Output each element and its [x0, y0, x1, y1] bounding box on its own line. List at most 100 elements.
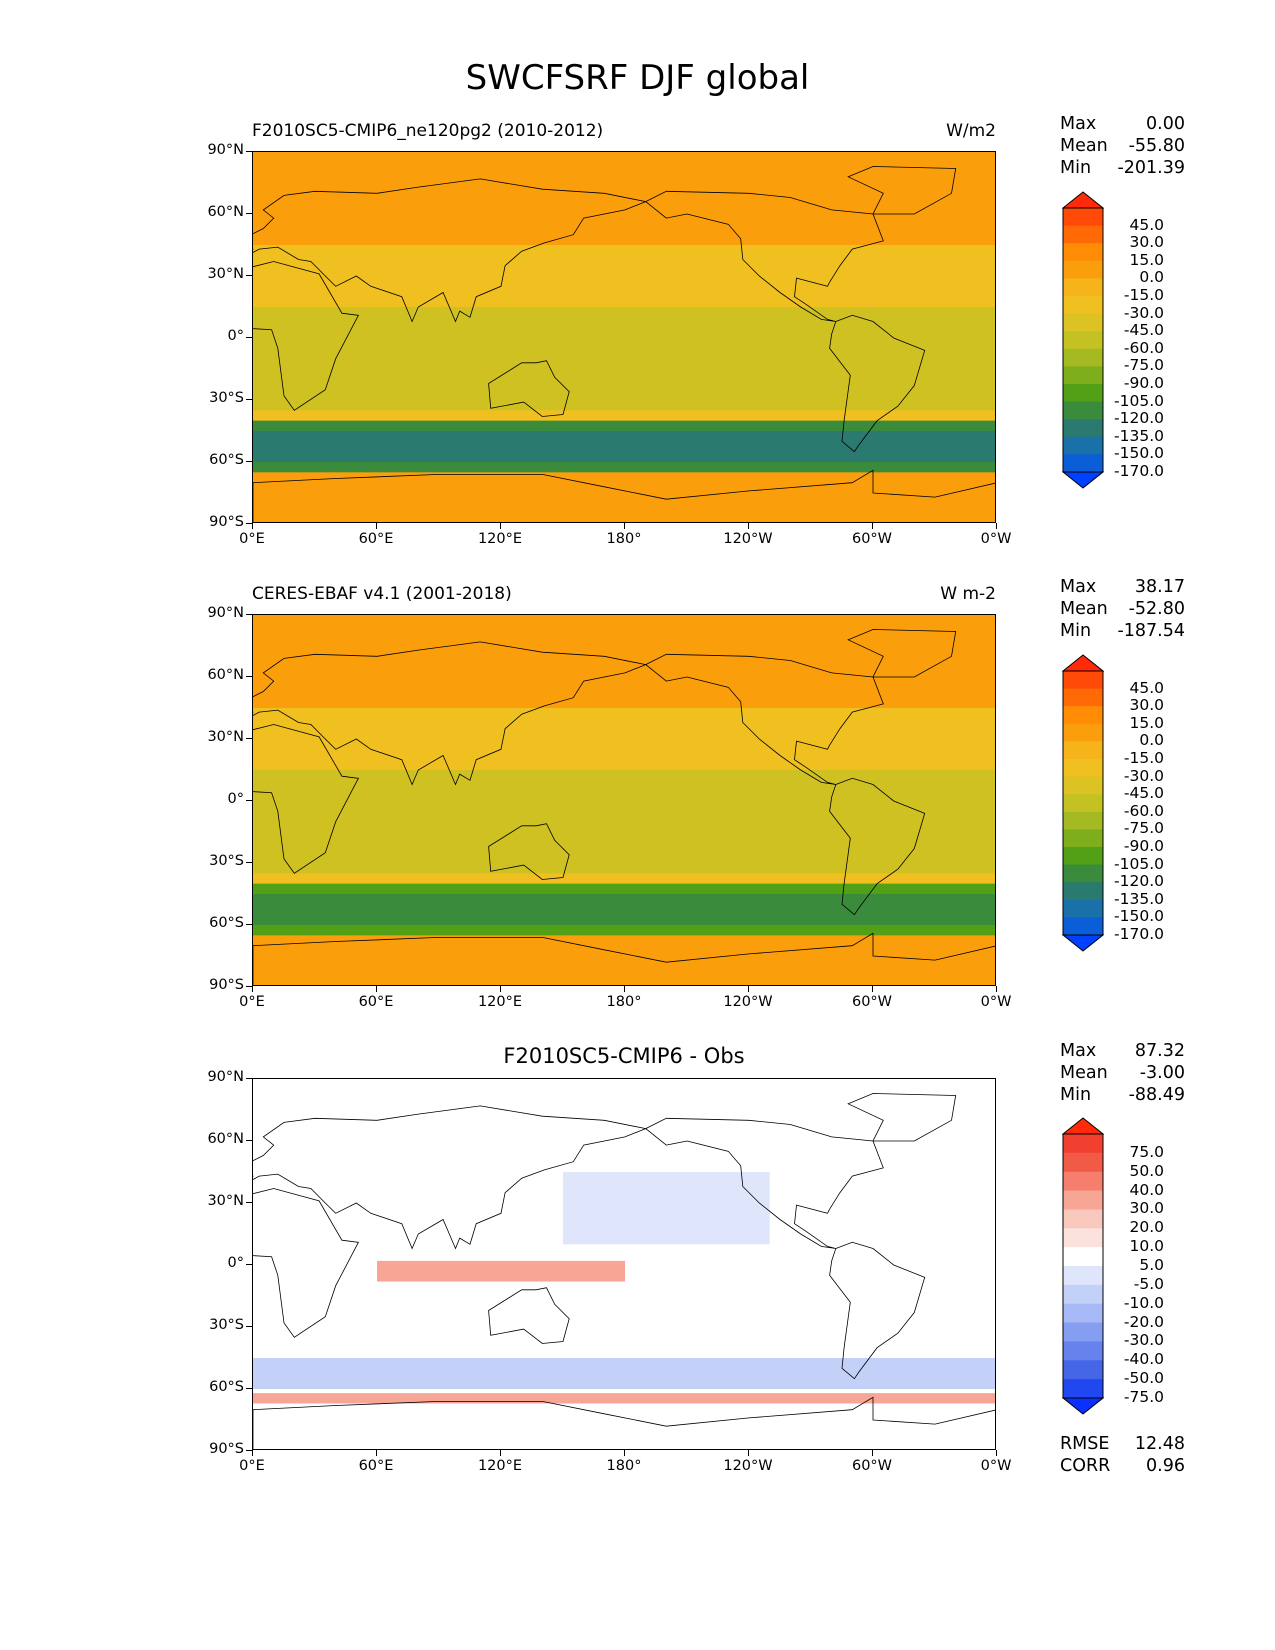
panel-obs-title: CERES-EBAF v4.1 (2001-2018) [252, 584, 512, 604]
ytick-label: 90°N [207, 1069, 244, 1085]
panel-model-title: F2010SC5-CMIP6_ne120pg2 (2010-2012) [252, 121, 604, 141]
ytick-label: 30°S [209, 853, 244, 869]
colorbar-label: -135.0 [1114, 426, 1164, 445]
colorbar-bin [1063, 436, 1103, 455]
colorbar-bin [1063, 847, 1103, 866]
xtick-mark [376, 523, 377, 529]
ytick-label: 60°N [207, 1131, 244, 1147]
xtick-label: 0°E [239, 994, 265, 1010]
colorbar-bin [1063, 454, 1103, 473]
ytick-label: 90°S [209, 1441, 244, 1457]
colorbar-label: -75.0 [1123, 356, 1164, 375]
colorbar-bin [1063, 1303, 1103, 1324]
colorbar-label: -30.0 [1123, 303, 1164, 322]
xtick-label: 60°W [851, 531, 893, 547]
colorbar-bin [1063, 278, 1103, 297]
field-north-pacific [563, 1172, 770, 1245]
colorbar-label: -5.0 [1133, 1274, 1164, 1293]
field-storm-track-core [253, 431, 995, 462]
colorbar-bin [1063, 225, 1103, 244]
panel-obs-stats: Max 38.17 Mean -52.80 Min -187.54 [1060, 576, 1185, 642]
colorbar-label: -150.0 [1114, 907, 1164, 926]
colorbar-label: -75.0 [1123, 1388, 1164, 1406]
xtick-label: 120°E [477, 994, 523, 1010]
ytick-mark [246, 1078, 252, 1079]
ytick-mark [246, 461, 252, 462]
panel-obs-map [252, 614, 996, 986]
colorbar-bin [1063, 811, 1103, 830]
colorbar-label: 15.0 [1129, 250, 1164, 269]
xtick-label: 0°W [980, 1458, 1012, 1474]
ytick-mark [246, 337, 252, 338]
ytick-mark [246, 1326, 252, 1327]
colorbar-bin [1063, 864, 1103, 883]
ytick-mark [246, 862, 252, 863]
panel-model-stats: Max 0.00 Mean -55.80 Min -201.39 [1060, 113, 1185, 179]
field-itcz-band [253, 307, 995, 411]
coastline-africa [253, 261, 360, 411]
xtick-mark [872, 986, 873, 992]
colorbar-label: -15.0 [1123, 749, 1164, 767]
colorbar-frame [1062, 1133, 1104, 1399]
stat-row: RMSE 12.48 [1060, 1433, 1185, 1455]
colorbar-extend-min [1061, 1397, 1105, 1415]
field-itcz-band [253, 770, 995, 874]
colorbar-bin [1063, 243, 1103, 262]
colorbar-bin [1063, 313, 1103, 332]
colorbar-extend-max [1061, 191, 1105, 209]
coastline-greenland [847, 1093, 957, 1142]
stat-row: Mean -3.00 [1060, 1062, 1185, 1084]
xtick-mark [996, 1450, 997, 1456]
panel-model-map-field [253, 152, 995, 522]
coastline-europe-asia [253, 641, 648, 786]
coastline-south-america [829, 777, 926, 916]
xtick-label: 60°W [851, 1458, 893, 1474]
ytick-label: 30°N [207, 266, 244, 282]
colorbar-label: -90.0 [1123, 837, 1164, 855]
xtick-mark [748, 523, 749, 529]
colorbar-bin [1063, 1247, 1103, 1267]
xtick-label: 0°E [239, 1458, 265, 1474]
coastline-south-america [829, 314, 926, 453]
stat-row: Min -201.39 [1060, 157, 1185, 179]
stat-row: Mean -55.80 [1060, 135, 1185, 157]
colorbar-bin [1063, 1171, 1103, 1192]
colorbar-bin [1063, 401, 1103, 420]
xtick-label: 0°E [239, 531, 265, 547]
coastline-north-america [644, 653, 884, 785]
xtick-mark [748, 1450, 749, 1456]
colorbar-bin [1063, 260, 1103, 279]
panel-diff-map [252, 1078, 996, 1450]
stat-value: -187.54 [1117, 621, 1185, 641]
xtick-mark [252, 1450, 253, 1456]
stat-label: Min [1060, 621, 1092, 641]
coastline-europe-asia [253, 178, 648, 323]
stat-value: -52.80 [1128, 599, 1185, 619]
colorbar-label: -120.0 [1114, 409, 1164, 428]
stat-row: Mean -52.80 [1060, 598, 1185, 620]
colorbar-extend-max [1061, 1117, 1105, 1135]
panel-diff-stats: Max 87.32 Mean -3.00 Min -88.49 [1060, 1040, 1185, 1106]
panel-diff-error-stats: RMSE 12.48 CORR 0.96 [1060, 1433, 1185, 1477]
colorbar-label: 50.0 [1129, 1161, 1164, 1180]
coastline-south-america [829, 1241, 926, 1380]
colorbar-bin [1063, 671, 1103, 690]
stat-label: Mean [1060, 136, 1108, 156]
colorbar-label: -90.0 [1123, 374, 1164, 392]
ytick-label: 60°N [207, 204, 244, 220]
coastline-africa [253, 724, 360, 874]
stat-row: Max 87.32 [1060, 1040, 1185, 1062]
xtick-mark [376, 1450, 377, 1456]
ytick-label: 30°S [209, 390, 244, 406]
coastline-north-america [644, 190, 884, 322]
colorbar-label: 40.0 [1129, 1180, 1164, 1199]
field-antarctic-margin [253, 1393, 995, 1404]
stat-value: -55.80 [1128, 136, 1185, 156]
colorbar-frame [1062, 670, 1104, 936]
stat-value: 38.17 [1134, 577, 1185, 597]
colorbar-bin [1063, 794, 1103, 813]
coastline-greenland [847, 629, 957, 678]
ytick-label: 90°S [209, 977, 244, 993]
panel-diff-colorbar [1061, 1117, 1105, 1419]
colorbar-bin [1063, 1266, 1103, 1286]
